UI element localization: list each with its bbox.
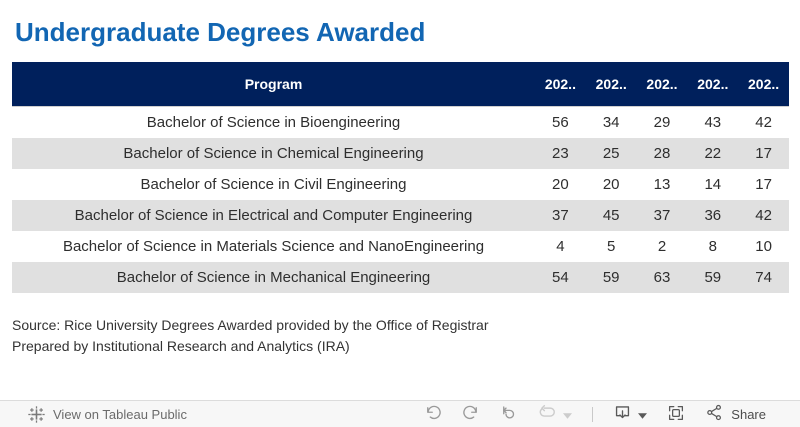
value-cell[interactable]: 54 [552,269,569,286]
fullscreen-button[interactable] [667,404,685,425]
fullscreen-icon [667,404,685,425]
refresh-menu-button[interactable] [563,407,573,422]
value-cell[interactable]: 17 [755,176,772,193]
value-cell[interactable]: 5 [607,238,616,255]
view-on-tableau-public-link[interactable]: View on Tableau Public [28,405,187,423]
year-column-header[interactable]: 202.. [585,62,637,107]
value-cell[interactable]: 59 [704,269,722,286]
table-row: Bachelor of Science in Civil Engineering… [12,169,789,200]
value-cell[interactable]: 36 [704,207,722,224]
value-cell[interactable]: 37 [653,207,671,224]
toolbar-separator [592,406,594,422]
view-on-tableau-public-label: View on Tableau Public [53,406,187,422]
value-cell[interactable]: 20 [602,176,620,193]
value-cell[interactable]: 74 [755,269,772,286]
source-line-2: Prepared by Institutional Research and A… [12,338,350,354]
value-cell[interactable]: 37 [552,207,569,224]
share-label: Share [731,406,766,422]
source-line-1: Source: Rice University Degrees Awarded … [12,317,489,333]
refresh-group [538,403,573,425]
value-cell[interactable]: 10 [755,238,772,255]
refresh-button[interactable] [538,403,557,425]
value-cell[interactable]: 17 [755,145,772,162]
value-cell[interactable]: 28 [653,145,671,162]
download-group [613,403,648,425]
value-cell[interactable]: 13 [653,176,671,193]
undo-icon [424,404,442,425]
refresh-icon [538,403,557,425]
program-cell[interactable]: Bachelor of Science in Chemical Engineer… [123,145,424,162]
refresh-caret-icon [563,407,573,422]
year-column-header[interactable]: 202.. [535,62,586,107]
toolbar-actions: Share [424,403,766,425]
value-cell[interactable]: 2 [657,238,667,255]
download-button[interactable] [613,403,632,425]
value-cell[interactable]: 45 [602,207,620,224]
download-menu-button[interactable] [638,407,648,422]
redo-icon [462,404,480,425]
program-cell[interactable]: Bachelor of Science in Electrical and Co… [74,207,473,224]
value-cell[interactable]: 63 [653,269,671,286]
value-cell[interactable]: 14 [704,176,722,193]
redo-button[interactable] [462,404,480,425]
tableau-logo-icon [28,405,45,423]
share-icon [705,403,724,425]
value-cell[interactable]: 43 [704,114,722,131]
undo-button[interactable] [424,404,442,425]
program-cell[interactable]: Bachelor of Science in Civil Engineering [140,176,407,193]
table-row: Bachelor of Science in Materials Science… [12,231,789,262]
value-cell[interactable]: 8 [708,238,717,255]
value-cell[interactable]: 29 [653,114,671,131]
share-button[interactable]: Share [705,403,766,425]
page-title: Undergraduate Degrees Awarded [15,17,426,47]
year-column-header[interactable]: 202.. [738,62,789,107]
header-row: Program 202.. 202.. 202.. 202.. 202.. [12,62,789,107]
value-cell[interactable]: 56 [552,114,569,131]
value-cell[interactable]: 59 [602,269,620,286]
value-cell[interactable]: 25 [602,145,620,162]
value-cell[interactable]: 34 [602,114,620,131]
value-cell[interactable]: 42 [755,207,772,224]
download-icon [613,403,632,425]
tableau-toolbar: View on Tableau Public [0,400,800,427]
value-cell[interactable]: 23 [552,145,569,162]
value-cell[interactable]: 22 [704,145,722,162]
program-column-header[interactable]: Program [12,62,535,107]
program-cell[interactable]: Bachelor of Science in Bioengineering [146,114,401,131]
year-column-header[interactable]: 202.. [636,62,688,107]
program-cell[interactable]: Bachelor of Science in Mechanical Engine… [116,269,431,286]
program-cell[interactable]: Bachelor of Science in Materials Science… [62,238,485,255]
download-caret-icon [638,407,648,422]
value-cell[interactable]: 42 [755,114,772,131]
revert-icon [500,404,518,425]
source-caption: Source: Rice University Degrees Awarded … [12,315,489,357]
table-row: Bachelor of Science in Mechanical Engine… [12,262,789,293]
table-body: Bachelor of Science in Bioengineering 56 3… [12,107,789,293]
revert-button[interactable] [500,404,518,425]
value-cell[interactable]: 20 [552,176,569,193]
degrees-table: Program 202.. 202.. 202.. 202.. 202.. Bachelo… [12,62,789,293]
year-column-header[interactable]: 202.. [687,62,739,107]
value-cell[interactable]: 4 [556,238,565,255]
table-row: Bachelor of Science in Chemical Engineer… [12,138,789,169]
table-row: Bachelor of Science in Electrical and Co… [12,200,789,231]
table-row: Bachelor of Science in Bioengineering 56 3… [12,107,789,139]
